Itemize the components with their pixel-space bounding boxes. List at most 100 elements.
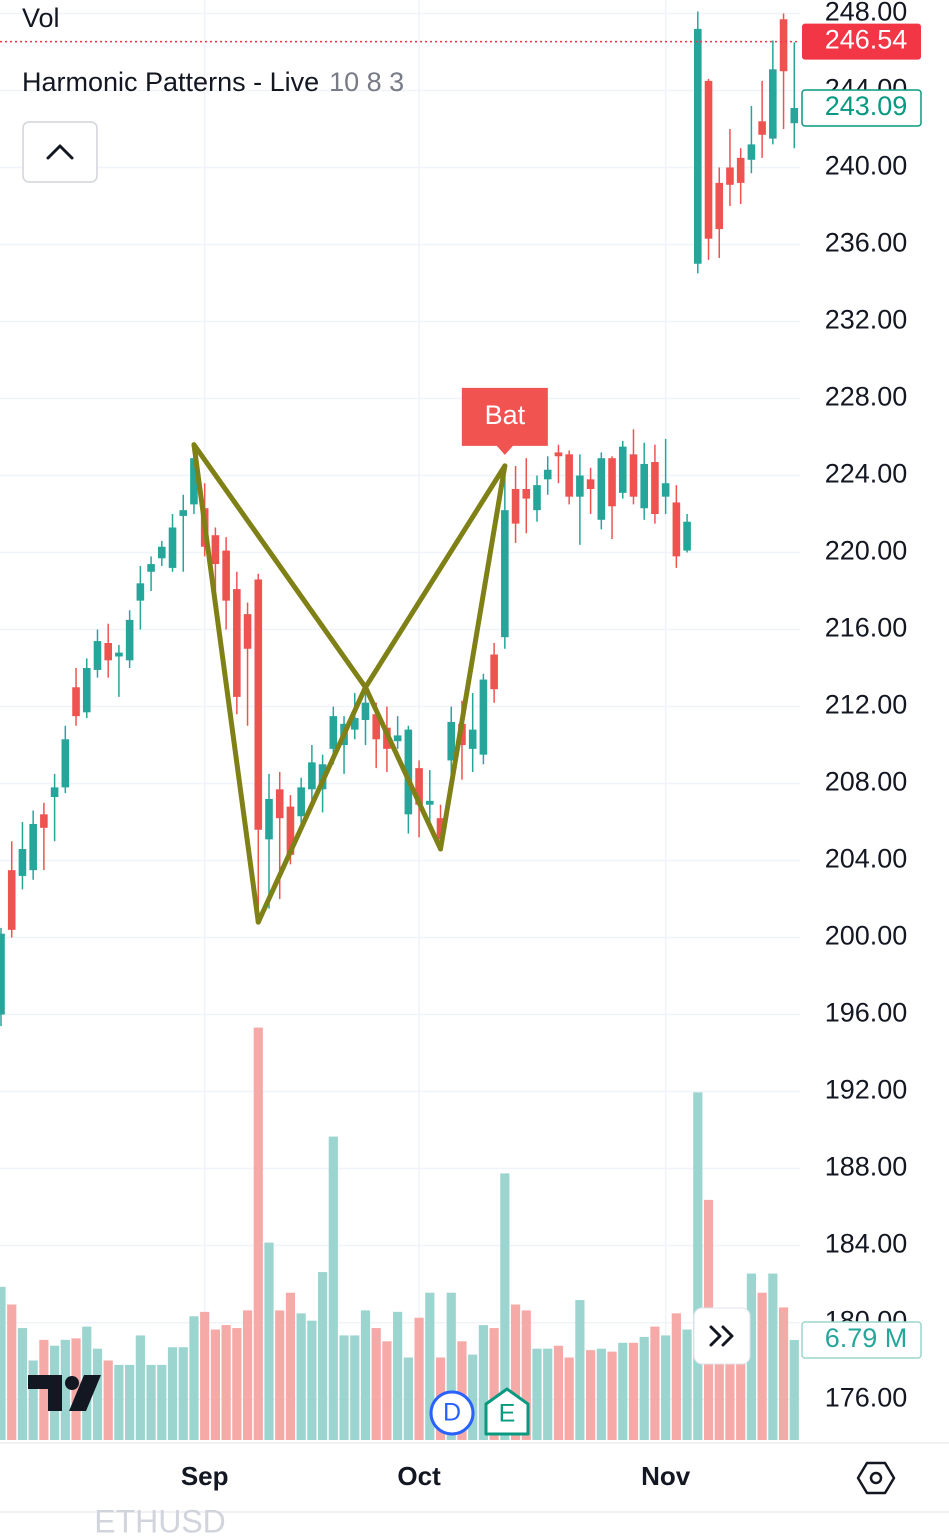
candle-body — [683, 521, 691, 551]
candle-body — [275, 789, 284, 819]
pattern-label-bg — [461, 387, 548, 455]
badge-shape[interactable] — [484, 1387, 530, 1436]
scroll-to-latest-button[interactable] — [693, 1307, 751, 1365]
volume-bar — [28, 1360, 38, 1440]
volume-bar — [639, 1336, 649, 1440]
volume-bar — [17, 1328, 28, 1440]
volume-bar — [768, 1273, 778, 1440]
candle-body — [61, 739, 70, 788]
volume-bar — [189, 1316, 199, 1440]
candle-body — [190, 458, 198, 505]
chevron-up-icon — [46, 144, 74, 160]
volume-bar — [510, 1304, 521, 1440]
candle-body — [82, 668, 91, 713]
badge-label: E — [499, 1400, 516, 1428]
pattern-line — [362, 463, 508, 690]
badge-circle[interactable] — [429, 1390, 475, 1436]
volume-bar — [7, 1304, 17, 1440]
settings-hexagon[interactable] — [856, 1461, 896, 1495]
candle-body — [125, 619, 134, 661]
y-tick-label: 196.00 — [825, 998, 908, 1028]
dividend-badge[interactable]: D — [429, 1390, 475, 1436]
volume-bar — [489, 1328, 499, 1440]
candle-body — [618, 446, 627, 493]
volume-bar — [532, 1348, 542, 1440]
settings-button[interactable] — [856, 1461, 896, 1495]
volume-bar — [264, 1242, 274, 1440]
volume-bar — [318, 1272, 328, 1440]
volume-bar — [125, 1364, 135, 1440]
candle-body — [769, 69, 777, 139]
y-tick-label: 200.00 — [825, 921, 908, 951]
candle-body — [361, 702, 370, 720]
candle-body — [447, 721, 456, 761]
y-tick-label: 192.00 — [825, 1075, 908, 1105]
earnings-badge[interactable]: E — [484, 1387, 530, 1436]
volume-bar — [307, 1320, 317, 1440]
candle-body — [629, 454, 638, 497]
indicator-params: 10 8 3 — [329, 67, 404, 97]
candle-body — [147, 564, 155, 572]
collapse-button-bg[interactable] — [22, 121, 98, 183]
candle-body — [136, 583, 145, 601]
candle-body — [50, 787, 59, 798]
x-tick-label: Oct — [397, 1461, 441, 1491]
volume-bar — [618, 1342, 628, 1440]
volume-pane — [0, 1027, 799, 1440]
volume-bar — [714, 1345, 724, 1440]
y-tick-label: 236.00 — [825, 228, 908, 258]
volume-bar — [521, 1310, 531, 1440]
y-tick-label: 228.00 — [825, 382, 908, 412]
volume-bar — [543, 1348, 553, 1440]
candle-body — [501, 510, 509, 638]
price-labels: 246.54 243.09 6.79 M — [0, 23, 922, 1359]
candle-body — [0, 933, 5, 1015]
y-tick-label: 212.00 — [825, 690, 908, 720]
candle-body — [511, 488, 520, 524]
candle-body — [29, 823, 37, 871]
volume-bar — [575, 1300, 585, 1440]
candle-body — [40, 814, 48, 828]
volume-bar — [468, 1354, 478, 1440]
candle-body — [104, 642, 112, 661]
candle-body — [468, 729, 477, 749]
pattern-line — [191, 442, 368, 690]
volume-bar — [360, 1310, 371, 1440]
pattern-line — [255, 684, 368, 925]
candle-body — [179, 510, 188, 516]
candle-body — [608, 458, 616, 507]
volume-bar — [446, 1292, 456, 1440]
grid — [0, 0, 800, 1440]
volume-bar — [682, 1329, 692, 1440]
price-label-bg — [801, 89, 922, 127]
button-bg[interactable] — [693, 1307, 751, 1365]
price-pane — [0, 11, 799, 1027]
volume-bar — [414, 1317, 424, 1440]
logo-part — [28, 1375, 62, 1411]
volume-bar — [371, 1328, 381, 1440]
volume-label-bg — [801, 1321, 922, 1359]
y-tick-label: 188.00 — [825, 1152, 908, 1182]
volume-bar — [242, 1310, 253, 1440]
candle-body — [7, 870, 16, 930]
candle-body — [479, 679, 488, 755]
candle-body — [597, 458, 606, 520]
volume-bar — [628, 1342, 639, 1440]
symbol-watermark: ETHUSD — [94, 1503, 226, 1536]
indicator-name: Harmonic Patterns - Live — [22, 67, 319, 97]
collapse-button[interactable] — [22, 121, 98, 183]
volume-bar — [210, 1329, 220, 1440]
pattern-line — [191, 442, 261, 925]
x-tick-label: Nov — [641, 1461, 691, 1491]
pattern-label: Bat — [485, 400, 526, 430]
price-axis: 176.00180.00184.00188.00192.00196.00200.… — [181, 0, 907, 1491]
candle-body — [436, 818, 445, 840]
candle-body — [168, 527, 177, 568]
candle-body — [490, 654, 498, 690]
logo-part — [69, 1375, 101, 1411]
volume-bar — [393, 1311, 403, 1440]
candle-body — [404, 729, 413, 815]
volume-bar — [178, 1347, 188, 1440]
